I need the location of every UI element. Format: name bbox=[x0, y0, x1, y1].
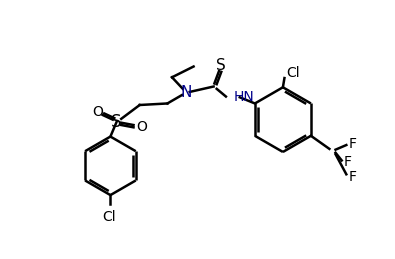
Text: Cl: Cl bbox=[286, 66, 300, 81]
Text: S: S bbox=[111, 113, 122, 131]
Text: S: S bbox=[216, 58, 226, 73]
Text: F: F bbox=[348, 136, 357, 150]
Text: O: O bbox=[137, 120, 147, 134]
Text: F: F bbox=[344, 155, 352, 169]
Text: N: N bbox=[180, 85, 192, 100]
Text: Cl: Cl bbox=[102, 211, 116, 225]
Text: HN: HN bbox=[233, 90, 254, 104]
Text: O: O bbox=[92, 105, 103, 119]
Text: F: F bbox=[348, 170, 357, 184]
